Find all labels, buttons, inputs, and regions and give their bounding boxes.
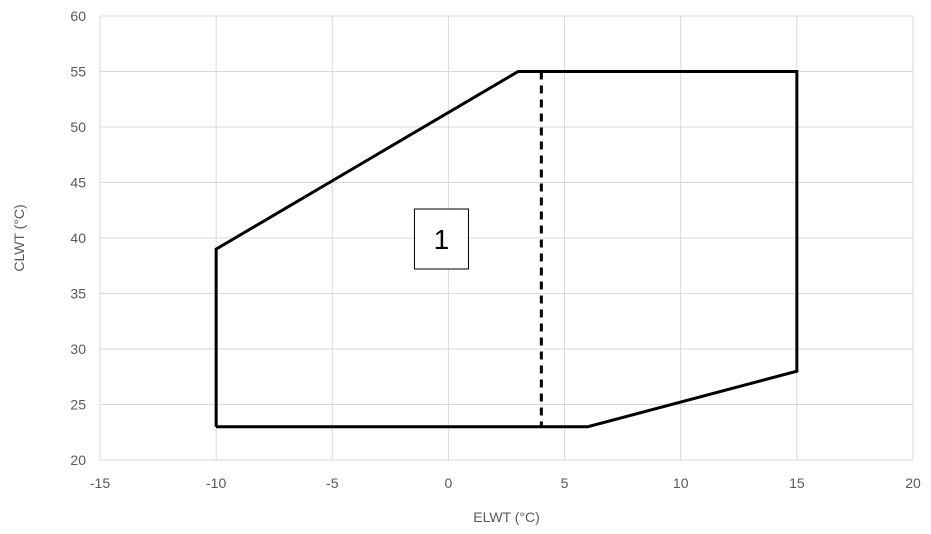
x-tick-label: -5: [326, 475, 339, 491]
tick-labels: -15 -10 -5 0 5 10 15 20 20 25 30 35 40 45 50 55 60: [70, 8, 921, 491]
y-tick-label: 30: [70, 341, 86, 357]
x-tick-label: 10: [673, 475, 689, 491]
x-tick-label: -15: [90, 475, 110, 491]
y-tick-label: 50: [70, 119, 86, 135]
x-tick-label: 20: [905, 475, 921, 491]
y-tick-label: 60: [70, 8, 86, 24]
y-axis-label: CLWT (°C): [11, 204, 27, 271]
y-tick-label: 35: [70, 286, 86, 302]
region-label-box: [413, 208, 469, 270]
y-tick-label: 55: [70, 64, 86, 80]
x-tick-label: 15: [789, 475, 805, 491]
x-tick-label: 0: [445, 475, 453, 491]
grid: [99, 15, 914, 461]
y-tick-label: 45: [70, 175, 86, 191]
y-tick-label: 20: [70, 452, 86, 468]
x-tick-label: -10: [206, 475, 226, 491]
annotations: 1: [413, 208, 469, 270]
x-axis-label: ELWT (°C): [473, 509, 540, 525]
operating-envelope-line: [214, 70, 799, 429]
y-tick-label: 25: [70, 397, 86, 413]
series: [214, 70, 799, 429]
x-tick-label: 5: [561, 475, 569, 491]
y-tick-label: 40: [70, 230, 86, 246]
region-label: 1: [434, 224, 450, 255]
